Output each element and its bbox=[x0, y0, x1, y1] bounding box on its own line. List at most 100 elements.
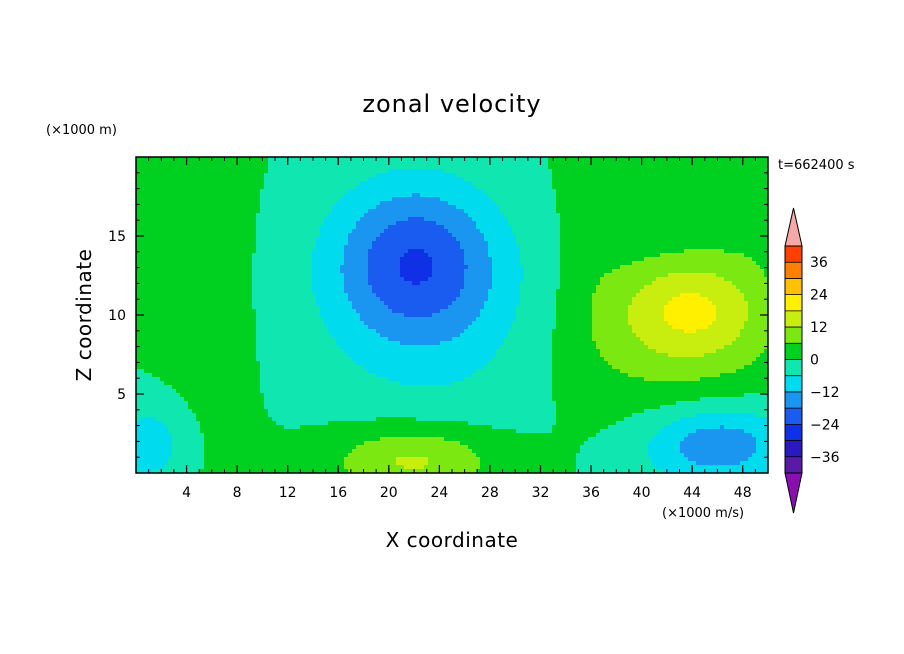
field-cell bbox=[492, 201, 497, 206]
field-cell bbox=[716, 277, 721, 282]
field-cell bbox=[304, 253, 309, 258]
field-cell bbox=[220, 253, 225, 258]
field-cell bbox=[464, 201, 469, 206]
field-cell bbox=[320, 221, 325, 226]
field-cell bbox=[612, 165, 617, 170]
field-cell bbox=[584, 213, 589, 218]
field-cell bbox=[612, 233, 617, 238]
field-cell bbox=[356, 261, 361, 266]
field-cell bbox=[256, 197, 261, 202]
field-cell bbox=[564, 277, 569, 282]
field-cell bbox=[240, 205, 245, 210]
field-cell bbox=[296, 217, 301, 222]
field-cell bbox=[160, 193, 165, 198]
field-cell bbox=[600, 177, 605, 182]
field-cell bbox=[752, 173, 757, 178]
field-cell bbox=[416, 273, 421, 278]
field-cell bbox=[752, 245, 757, 250]
field-cell bbox=[448, 257, 453, 262]
field-cell bbox=[756, 217, 761, 222]
field-cell bbox=[224, 169, 229, 174]
field-cell bbox=[636, 209, 641, 214]
field-cell bbox=[524, 229, 529, 234]
field-cell bbox=[252, 205, 257, 210]
field-cell bbox=[576, 185, 581, 190]
field-cell bbox=[168, 205, 173, 210]
field-cell bbox=[256, 181, 261, 186]
field-cell bbox=[648, 177, 653, 182]
field-cell bbox=[268, 173, 273, 178]
field-cell bbox=[468, 249, 473, 254]
field-cell bbox=[456, 157, 461, 162]
field-cell bbox=[660, 161, 665, 166]
field-cell bbox=[684, 157, 689, 162]
field-cell bbox=[520, 253, 525, 258]
field-cell bbox=[348, 229, 353, 234]
field-cell bbox=[572, 193, 577, 198]
field-cell bbox=[232, 257, 237, 262]
field-cell bbox=[288, 253, 293, 258]
field-cell bbox=[736, 269, 741, 274]
field-cell bbox=[308, 257, 313, 262]
field-cell bbox=[576, 161, 581, 166]
field-cell bbox=[524, 165, 529, 170]
field-cell bbox=[708, 197, 713, 202]
field-cell bbox=[732, 269, 737, 274]
field-cell bbox=[556, 249, 561, 254]
field-cell bbox=[236, 245, 241, 250]
field-cell bbox=[504, 157, 509, 162]
field-cell bbox=[416, 217, 421, 222]
field-cell bbox=[256, 249, 261, 254]
field-cell bbox=[536, 237, 541, 242]
field-cell bbox=[700, 161, 705, 166]
field-cell bbox=[604, 229, 609, 234]
field-cell bbox=[708, 277, 713, 282]
field-cell bbox=[684, 221, 689, 226]
field-cell bbox=[224, 245, 229, 250]
field-cell bbox=[140, 161, 145, 166]
field-cell bbox=[220, 269, 225, 274]
field-cell bbox=[284, 217, 289, 222]
field-cell bbox=[392, 265, 397, 270]
field-cell bbox=[192, 245, 197, 250]
field-cell bbox=[580, 221, 585, 226]
field-cell bbox=[540, 185, 545, 190]
field-cell bbox=[668, 225, 673, 230]
field-cell bbox=[284, 249, 289, 254]
field-cell bbox=[608, 257, 613, 262]
field-cell bbox=[644, 225, 649, 230]
field-cell bbox=[536, 169, 541, 174]
field-cell bbox=[268, 209, 273, 214]
field-cell bbox=[620, 177, 625, 182]
field-cell bbox=[748, 177, 753, 182]
field-cell bbox=[304, 221, 309, 226]
field-cell bbox=[276, 185, 281, 190]
field-cell bbox=[464, 261, 469, 266]
field-cell bbox=[636, 217, 641, 222]
field-cell bbox=[656, 157, 661, 162]
field-cell bbox=[716, 273, 721, 278]
field-cell bbox=[696, 157, 701, 162]
field-cell bbox=[340, 245, 345, 250]
field-cell bbox=[380, 197, 385, 202]
field-cell bbox=[440, 281, 445, 286]
field-cell bbox=[136, 277, 141, 282]
field-cell bbox=[336, 221, 341, 226]
field-cell bbox=[220, 169, 225, 174]
field-cell bbox=[744, 177, 749, 182]
field-cell bbox=[272, 217, 277, 222]
field-cell bbox=[596, 237, 601, 242]
field-cell bbox=[372, 249, 377, 254]
field-cell bbox=[724, 241, 729, 246]
field-cell bbox=[612, 205, 617, 210]
field-cell bbox=[264, 225, 269, 230]
field-cell bbox=[748, 189, 753, 194]
field-cell bbox=[368, 193, 373, 198]
field-cell bbox=[368, 241, 373, 246]
field-cell bbox=[140, 185, 145, 190]
field-cell bbox=[752, 181, 757, 186]
field-cell bbox=[280, 201, 285, 206]
field-cell bbox=[272, 265, 277, 270]
field-cell bbox=[584, 233, 589, 238]
field-cell bbox=[224, 273, 229, 278]
